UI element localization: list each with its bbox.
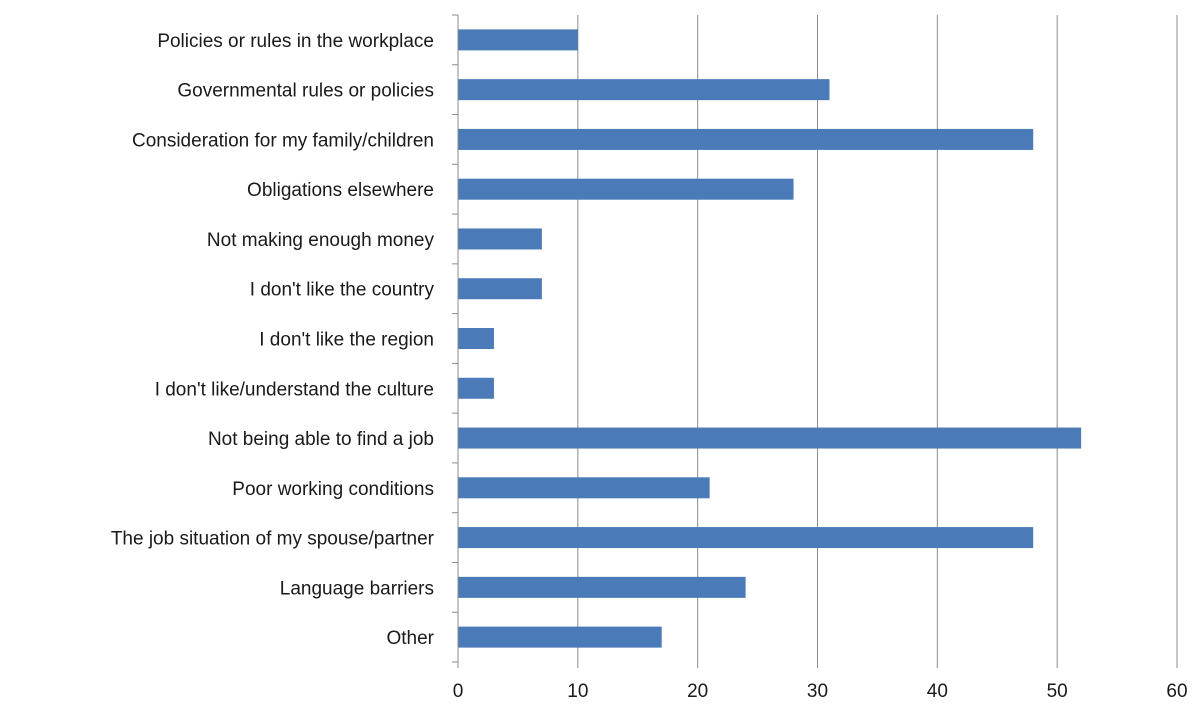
x-tick-label: 40 <box>927 681 948 702</box>
category-label: The job situation of my spouse/partner <box>111 529 435 550</box>
category-label: Policies or rules in the workplace <box>157 31 434 52</box>
x-tick-label: 60 <box>1166 681 1187 702</box>
bar <box>458 79 830 101</box>
bar <box>458 377 494 399</box>
category-label: Consideration for my family/children <box>132 130 434 151</box>
gridlines <box>577 15 1178 662</box>
category-label: Not being able to find a job <box>208 429 434 450</box>
category-label: Governmental rules or policies <box>177 81 434 102</box>
x-tick-label: 0 <box>453 681 464 702</box>
category-label: Obligations elsewhere <box>247 180 434 201</box>
bar <box>458 427 1082 449</box>
category-label: I don't like/understand the culture <box>155 379 434 400</box>
bar <box>458 477 710 499</box>
bar <box>458 328 494 349</box>
bar <box>458 278 542 300</box>
x-tick-label: 30 <box>807 681 828 702</box>
bar <box>458 29 578 51</box>
category-label: Other <box>386 628 434 649</box>
category-label: I don't like the country <box>250 280 435 301</box>
bar <box>458 527 1034 549</box>
axes <box>452 14 1178 668</box>
x-tick-label: 10 <box>567 681 588 702</box>
category-label: Language barriers <box>280 578 434 599</box>
bar <box>458 626 662 648</box>
bar <box>458 178 794 200</box>
x-tick-label: 50 <box>1047 681 1068 702</box>
category-labels: Policies or rules in the workplace Govern… <box>111 31 435 649</box>
x-tick-label: 20 <box>687 681 708 702</box>
category-label: I don't like the region <box>259 330 434 351</box>
bar <box>458 128 1034 150</box>
category-label: Poor working conditions <box>232 479 434 500</box>
bar <box>458 228 542 250</box>
category-label: Not making enough money <box>207 230 435 251</box>
tick-labels: 0 10 20 30 40 50 60 <box>453 681 1188 702</box>
bar <box>458 576 746 598</box>
bars <box>458 29 1082 648</box>
